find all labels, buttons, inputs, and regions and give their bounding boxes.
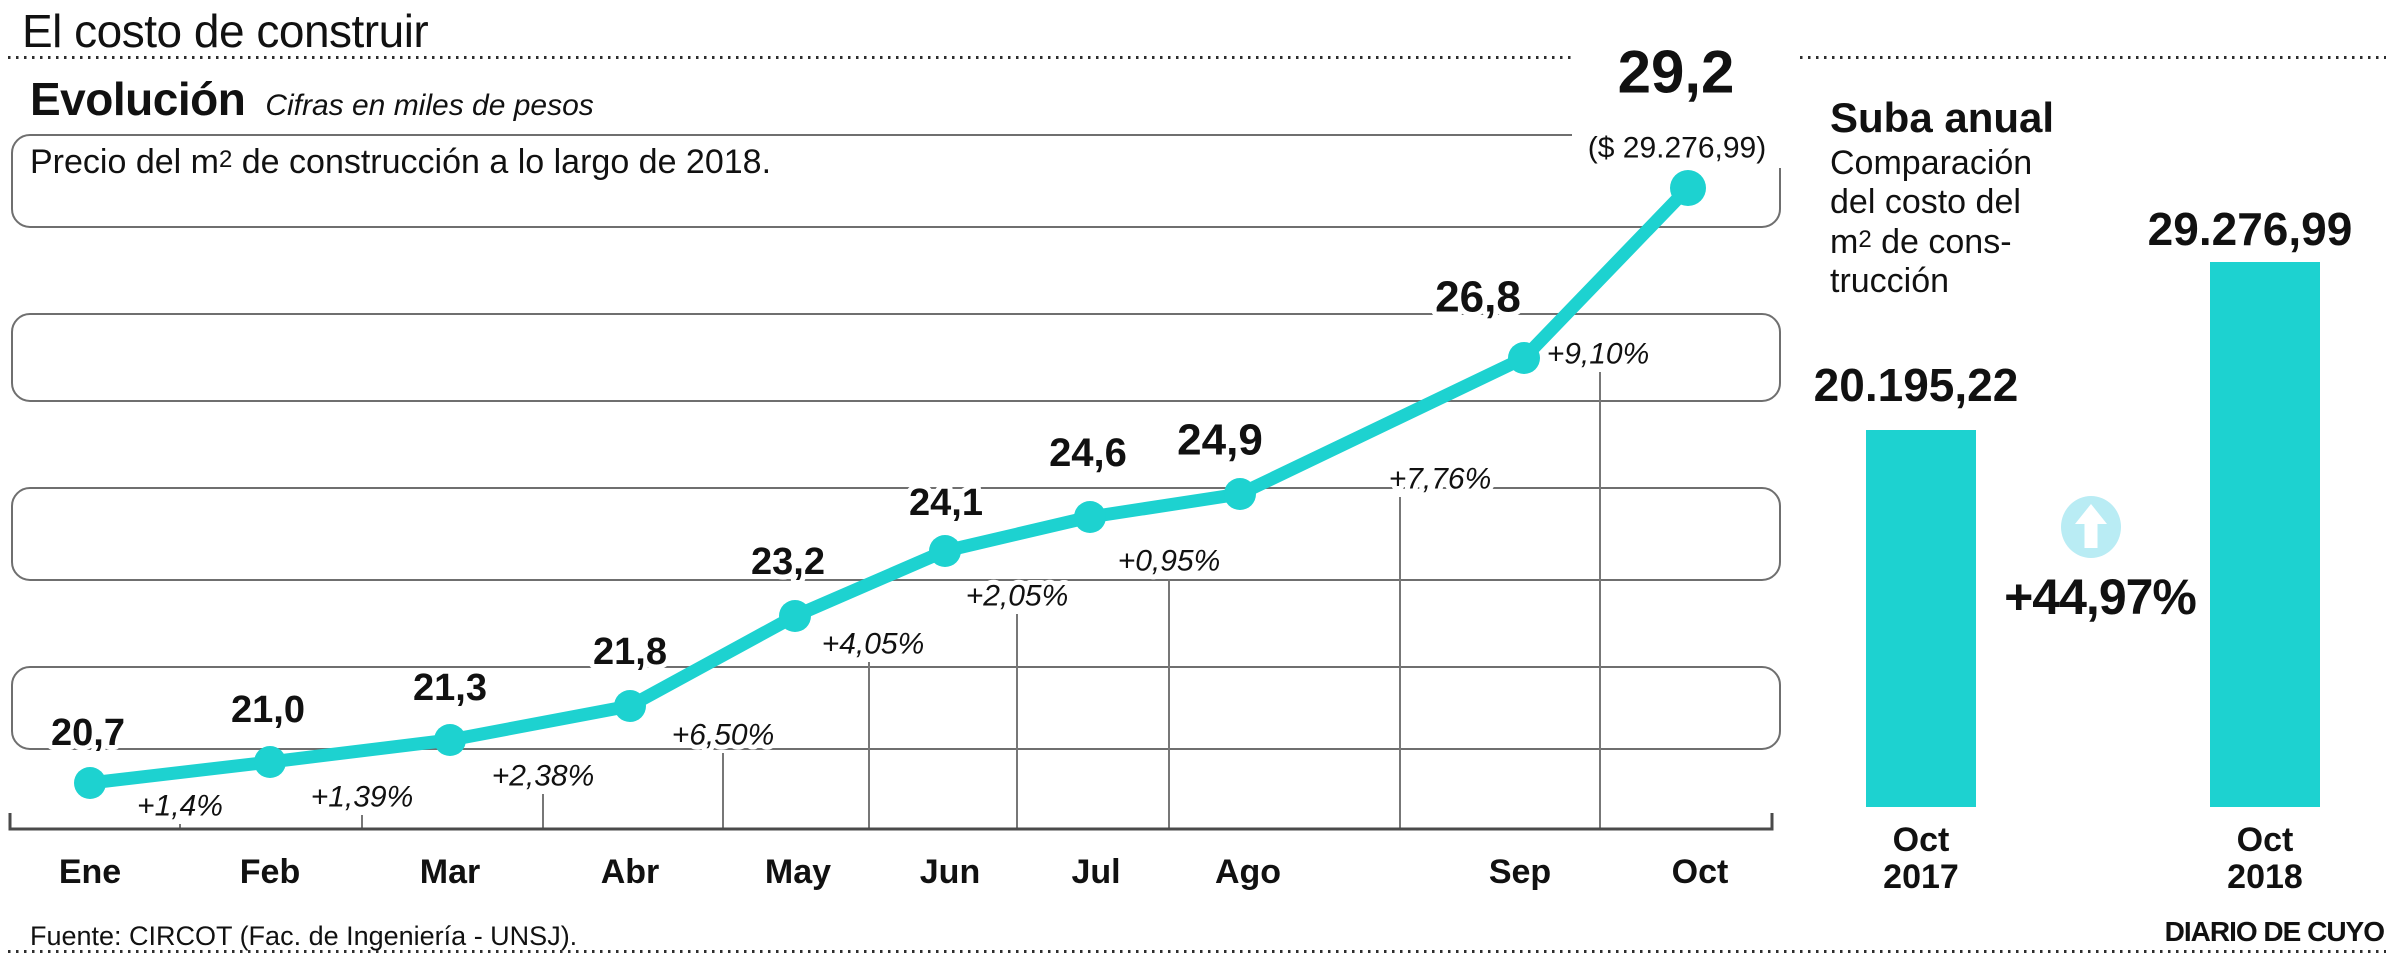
- data-point: [929, 535, 961, 567]
- data-line: [83, 181, 1695, 790]
- data-point: [1670, 170, 1706, 206]
- data-point: [434, 724, 466, 756]
- page-title: El costo de construir: [22, 5, 429, 57]
- pct-change-label: +7,76%: [1389, 463, 1492, 496]
- annual-heading: Suba anual: [1830, 94, 2055, 141]
- bar-2017-year: 2017: [1883, 858, 1959, 896]
- value-label: 24,9: [1177, 416, 1263, 465]
- value-label: 29,2: [1618, 39, 1735, 106]
- value-label: 21,0: [231, 689, 305, 731]
- month-label: Jun: [920, 853, 980, 891]
- line-chart: 20,7 21,0 21,3 21,8 23,2 24,1 24,6 24,9 26,8 29,2…: [8, 34, 1796, 891]
- month-label: Feb: [240, 853, 300, 891]
- up-arrow-glyph: [2075, 504, 2107, 548]
- bar-2017-month: Oct: [1892, 821, 1950, 859]
- bar-2018-month: Oct: [2236, 821, 2294, 859]
- annual-description-line: del costo del: [1830, 182, 2021, 221]
- month-label: Sep: [1489, 853, 1551, 891]
- bar-2018-category: Oct 2018: [2155, 822, 2375, 896]
- bar-2018-year: 2018: [2227, 858, 2303, 896]
- up-arrow-icon: [2061, 496, 2121, 558]
- value-label: 20,7: [51, 712, 125, 754]
- month-label: Jul: [1071, 853, 1120, 891]
- chart-subtitle: Precio del m2 de construcción a lo largo…: [30, 143, 771, 182]
- data-point: [1224, 478, 1256, 510]
- value-label: 21,3: [413, 667, 487, 709]
- pct-change-label: +2,38%: [492, 760, 595, 793]
- pct-change-label: +6,50%: [672, 719, 775, 752]
- pct-change-label: +1,39%: [311, 781, 414, 814]
- pct-change-label: +4,05%: [822, 628, 925, 661]
- superscript-2: 2: [218, 146, 233, 173]
- pct-change-label: +0,95%: [1118, 545, 1221, 578]
- month-label: May: [765, 853, 831, 891]
- section-heading: Evolución: [30, 73, 246, 125]
- data-point: [1508, 342, 1540, 374]
- grid-band: [11, 487, 1781, 581]
- value-label: 24,6: [1049, 431, 1127, 475]
- month-label: Oct: [1672, 853, 1729, 891]
- section-unit-note: Cifras en miles de pesos: [265, 89, 594, 122]
- x-axis: [8, 813, 1774, 831]
- pct-change-label: +1,4%: [137, 790, 223, 823]
- bottom-dotted-rule: [8, 950, 2386, 953]
- value-label: 23,2: [751, 541, 825, 583]
- data-point: [779, 600, 811, 632]
- data-point: [614, 690, 646, 722]
- value-label: 26,8: [1435, 273, 1521, 322]
- grid-band: [11, 134, 1781, 228]
- annual-description-line: m2 de cons-: [1830, 223, 2012, 261]
- annual-change-value: +44,97%: [2004, 569, 2197, 625]
- label-backdrop: [1572, 34, 1796, 168]
- chart-subtitle-text: Precio del m: [30, 143, 219, 181]
- pct-change-label: +2,05%: [966, 580, 1069, 613]
- final-value-note: ($ 29.276,99): [1588, 132, 1766, 165]
- data-point: [254, 746, 286, 778]
- month-label: Ago: [1215, 853, 1281, 891]
- data-point: [74, 767, 106, 799]
- grid-band: [11, 666, 1781, 750]
- annual-description-line: Comparación: [1830, 144, 2033, 182]
- data-point: [1074, 501, 1106, 533]
- bar-2017-category: Oct 2017: [1811, 822, 2031, 896]
- top-dotted-rule: [8, 56, 2386, 59]
- annual-description-line: trucción: [1830, 261, 1950, 300]
- month-label: Mar: [420, 853, 480, 891]
- publisher-credit: DIARIO DE CUYO: [2164, 916, 2385, 947]
- annual-description: Comparación del costo del m2 de cons- tr…: [1830, 144, 2130, 300]
- value-label: 24,1: [909, 482, 983, 524]
- chart-subtitle-text-cont: de construcción a lo largo de 2018.: [232, 143, 772, 181]
- month-label: Ene: [59, 853, 121, 891]
- bar-2017-value: 20.195,22: [1813, 359, 2019, 411]
- month-label: Abr: [601, 853, 660, 891]
- pct-change-label: +9,10%: [1547, 338, 1650, 371]
- grid-band: [11, 313, 1781, 402]
- bar-2017: [1866, 430, 1976, 807]
- bar-2018-value: 29.276,99: [2147, 203, 2353, 255]
- value-label: 21,8: [593, 631, 667, 673]
- source-note: Fuente: CIRCOT (Fac. de Ingeniería - UNS…: [30, 921, 578, 951]
- bar-2018: [2210, 262, 2320, 807]
